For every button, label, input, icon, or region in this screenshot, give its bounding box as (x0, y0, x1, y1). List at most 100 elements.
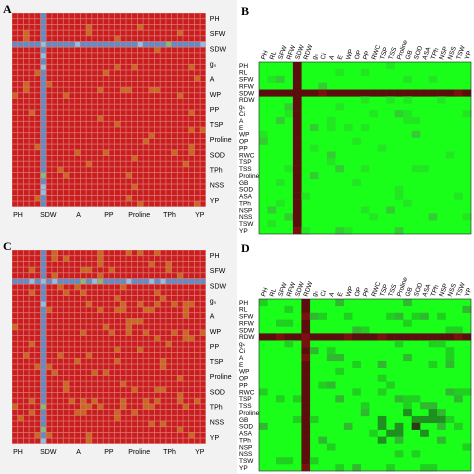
heatmap-cell (177, 161, 183, 167)
heatmap-cell (29, 184, 35, 190)
heatmap-cell (200, 98, 206, 104)
heatmap-cell (189, 410, 194, 415)
heatmap-cell (69, 155, 75, 161)
heatmap-cell (23, 290, 29, 296)
heatmap-cell (75, 404, 80, 410)
heatmap-cell (103, 421, 109, 427)
heatmap-cell (149, 410, 155, 415)
heatmap-cell (154, 250, 160, 256)
heatmap-cell (92, 415, 98, 421)
heatmap-cell (177, 313, 183, 318)
heatmap-cell (12, 121, 18, 127)
heatmap-cell (12, 313, 18, 318)
heatmap-cell (132, 432, 137, 438)
heatmap-cell (160, 421, 166, 427)
heatmap-cell (92, 167, 98, 173)
heatmap-cell (462, 89, 472, 97)
heatmap-cell (23, 76, 29, 81)
heatmap-cell (52, 278, 58, 284)
heatmap-cell (172, 256, 177, 261)
heatmap-cell (80, 173, 86, 178)
heatmap-cell (103, 53, 109, 59)
heatmap-cell (143, 427, 149, 432)
heatmap-cell (80, 410, 86, 415)
heatmap-cell (137, 150, 143, 156)
heatmap-cell (29, 410, 35, 415)
heatmap-cell (92, 93, 98, 99)
heatmap-cell (143, 64, 149, 70)
heatmap-cell (154, 133, 160, 138)
heatmap-cell (63, 81, 69, 87)
row-label: PP (239, 382, 248, 389)
heatmap-cell (29, 13, 35, 19)
heatmap-cell (301, 402, 311, 410)
heatmap-cell (35, 81, 41, 87)
heatmap-cell (189, 427, 194, 432)
heatmap-cell (109, 381, 115, 387)
heatmap-cell (200, 47, 206, 53)
heatmap-cell (80, 256, 86, 261)
heatmap-cell (58, 387, 63, 393)
heatmap-cell (12, 184, 18, 190)
heatmap-cell (318, 312, 328, 320)
heatmap-cell (86, 93, 92, 99)
heatmap-cell (172, 421, 177, 427)
heatmap-cell (97, 364, 103, 370)
heatmap-cell (149, 290, 155, 296)
heatmap-cell (115, 415, 120, 421)
heatmap-cell (58, 13, 63, 19)
heatmap-cell (301, 192, 311, 200)
heatmap-cell (132, 133, 137, 138)
heatmap-cell (143, 81, 149, 87)
heatmap-cell (200, 267, 206, 273)
heatmap-cell (103, 381, 109, 387)
heatmap-cell (115, 127, 120, 133)
heatmap-cell (284, 213, 294, 221)
heatmap-cell (177, 81, 183, 87)
heatmap-cell (301, 347, 311, 355)
heatmap-cell (69, 301, 75, 307)
heatmap-cell (183, 404, 189, 410)
row-label: NSS (210, 420, 225, 427)
row-label: SFW (239, 314, 254, 321)
heatmap-cell (132, 307, 137, 313)
heatmap-cell (103, 415, 109, 421)
heatmap-cell (115, 330, 120, 336)
heatmap-cell (126, 127, 132, 133)
heatmap-cell (35, 87, 41, 93)
heatmap-cell (335, 464, 344, 472)
heatmap-cell (12, 335, 18, 341)
heatmap-cell (120, 81, 126, 87)
heatmap-cell (75, 330, 80, 336)
heatmap-cell (183, 427, 189, 432)
heatmap-cell (18, 432, 23, 438)
heatmap-cell (177, 30, 183, 36)
heatmap-cell (18, 250, 23, 256)
heatmap-cell (143, 30, 149, 36)
heatmap-cell (86, 410, 92, 415)
heatmap-cell (23, 330, 29, 336)
column-label: Proline (128, 449, 150, 456)
heatmap-cell (18, 144, 23, 150)
heatmap-cell (369, 89, 378, 97)
heatmap-cell (92, 133, 98, 138)
heatmap-cell (29, 150, 35, 156)
heatmap-cell (92, 347, 98, 353)
heatmap-cell (40, 404, 46, 410)
heatmap-cell (189, 121, 194, 127)
heatmap-cell (149, 76, 155, 81)
heatmap-cell (177, 93, 183, 99)
heatmap-cell (80, 201, 86, 207)
heatmap-cell (177, 324, 183, 330)
heatmap-cell (23, 121, 29, 127)
heatmap-cell (58, 318, 63, 324)
heatmap-cell (166, 184, 172, 190)
heatmap-cell (301, 464, 311, 472)
heatmap-cell (377, 360, 387, 368)
heatmap-cell (115, 421, 120, 427)
heatmap-cell (97, 410, 103, 415)
heatmap-cell (194, 256, 200, 261)
heatmap-cell (46, 398, 52, 404)
heatmap-cell (200, 256, 206, 261)
heatmap-cell (12, 190, 18, 195)
